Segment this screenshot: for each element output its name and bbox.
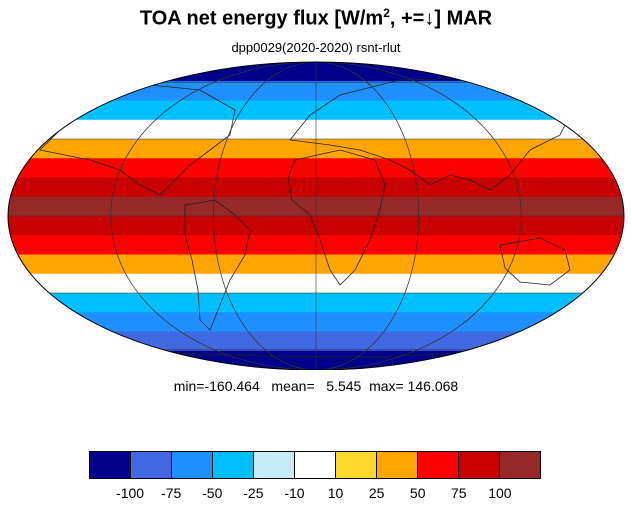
colorbar-box-8: [418, 452, 459, 478]
title-superscript: 2: [383, 6, 390, 20]
colorbar-box-1: [131, 452, 172, 478]
colorbar: [89, 451, 541, 479]
plot-subtitle: dpp0029(2020-2020) rsnt-rlut: [231, 40, 401, 55]
colorbar-label: -50: [202, 485, 223, 501]
longitude-line: [110, 62, 522, 370]
colorbar-box-6: [336, 452, 377, 478]
colorbar-label: 75: [451, 485, 467, 501]
colorbar-label: -100: [116, 485, 145, 501]
colorbar-box-3: [213, 452, 254, 478]
statistics-line: min=-160.464 mean= 5.545 max= 146.068: [173, 378, 459, 394]
colorbar-label: -10: [284, 485, 305, 501]
mollweide-map: [7, 61, 625, 370]
colorbar-box-0: [90, 452, 131, 478]
colorbar-box-2: [172, 452, 213, 478]
north-america-outline: [39, 84, 236, 196]
colorbar-label: 10: [327, 485, 344, 501]
colorbar-label: 100: [488, 485, 512, 501]
colorbar-labels: -100 -75 -50 -25 -10 10 25 50 75 100: [89, 485, 541, 503]
colorbar-box-5: [295, 452, 336, 478]
africa-outline: [287, 149, 386, 286]
colorbar-box-4: [254, 452, 295, 478]
colorbar-label: -75: [161, 485, 182, 501]
colorbar-box-7: [377, 452, 418, 478]
australia-outline: [499, 237, 571, 286]
colorbar-box-10: [500, 452, 540, 478]
south-america-outline: [184, 199, 251, 331]
colorbar-label: -25: [243, 485, 264, 501]
colorbar-box-9: [459, 452, 500, 478]
eurasia-outline: [289, 77, 571, 191]
globe-outline: [7, 61, 625, 370]
title-rest: , +=↓] MAR: [389, 7, 493, 30]
longitude-line: [213, 62, 419, 370]
colorbar-label: 25: [368, 485, 385, 501]
colorbar-label: 50: [409, 485, 426, 501]
title-main: TOA net energy flux [W/m: [139, 7, 384, 30]
plot-title: TOA net energy flux [W/m2, +=↓] MAR: [0, 6, 632, 31]
